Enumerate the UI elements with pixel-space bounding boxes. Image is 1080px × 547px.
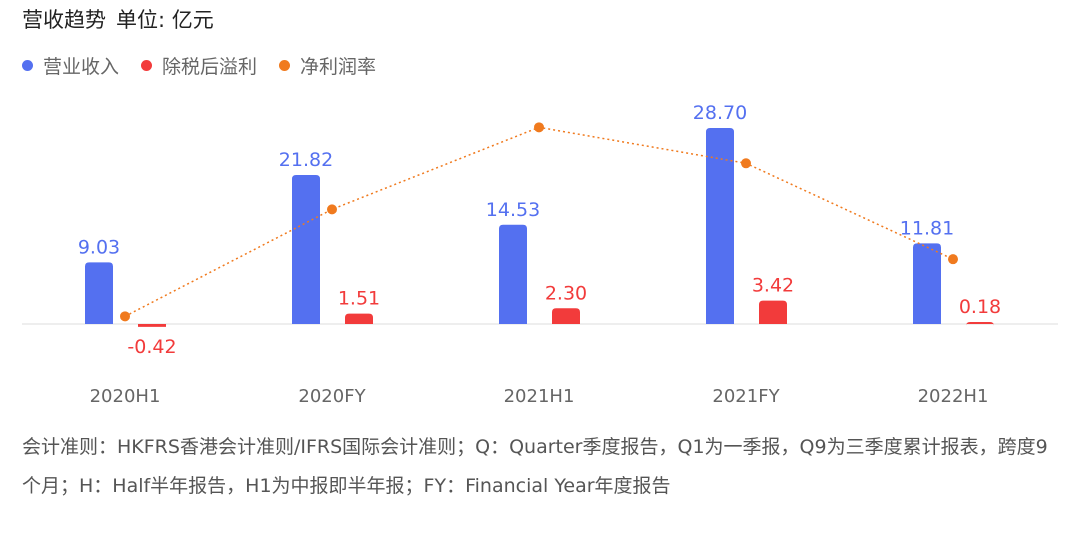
legend-label: 营业收入 — [43, 56, 120, 78]
profit-bar — [552, 308, 580, 324]
unit-text: 单位: 亿元 — [116, 8, 214, 32]
revenue-bar-label: 14.53 — [486, 199, 540, 221]
profit-bar-label: 2.30 — [545, 282, 587, 304]
profit-bar-label: 3.42 — [752, 275, 794, 297]
margin-point — [741, 158, 751, 169]
profit-bar-label: -0.42 — [127, 336, 176, 358]
legend-item-revenue[interactable]: 营业收入 — [22, 52, 119, 79]
margin-point — [534, 122, 544, 133]
revenue-bar-label: 11.81 — [900, 217, 954, 239]
legend: 营业收入 除税后溢利 净利润率 — [22, 52, 376, 79]
legend-label: 净利润率 — [300, 56, 377, 78]
legend-label: 除税后溢利 — [162, 56, 258, 78]
chart-plot: 9.03 -0.42 2020H1 21.82 1.51 2020FY 14.53 2.30 2… — [22, 102, 1058, 407]
x-tick-label: 2021FY — [712, 386, 780, 407]
revenue-bar — [499, 224, 527, 324]
margin-line — [124, 126, 954, 318]
legend-dot-icon — [141, 60, 153, 71]
profit-bar — [759, 300, 787, 324]
profit-bar — [138, 324, 166, 327]
footnote: 会计准则：HKFRS香港会计准则/IFRS国际会计准则；Q：Quarter季度报… — [22, 436, 1048, 497]
x-tick-label: 2022H1 — [918, 386, 989, 407]
x-tick-label: 2020H1 — [90, 386, 161, 407]
legend-dot-icon — [279, 60, 291, 71]
legend-item-margin[interactable]: 净利润率 — [279, 52, 376, 79]
legend-item-profit[interactable]: 除税后溢利 — [141, 52, 257, 79]
profit-bar — [345, 313, 373, 324]
profit-bar-label: 0.18 — [959, 296, 1001, 318]
revenue-bar — [292, 174, 320, 324]
x-tick-label: 2021H1 — [504, 386, 575, 407]
revenue-bar — [706, 127, 734, 324]
revenue-bar-label: 9.03 — [78, 236, 120, 258]
title-text: 营收趋势 — [22, 8, 106, 32]
margin-point — [120, 311, 130, 322]
margin-point — [948, 254, 958, 265]
profit-bar — [966, 322, 994, 326]
revenue-bar — [85, 262, 113, 324]
profit-bar-label: 1.51 — [338, 288, 380, 310]
legend-dot-icon — [22, 60, 33, 71]
x-tick-label: 2020FY — [298, 386, 366, 407]
chart-title: 营收趋势 单位: 亿元 — [22, 4, 224, 34]
revenue-bar-label: 28.70 — [693, 102, 747, 124]
margin-point — [327, 204, 337, 215]
revenue-bar — [913, 243, 941, 324]
revenue-bar-label: 21.82 — [279, 149, 333, 171]
